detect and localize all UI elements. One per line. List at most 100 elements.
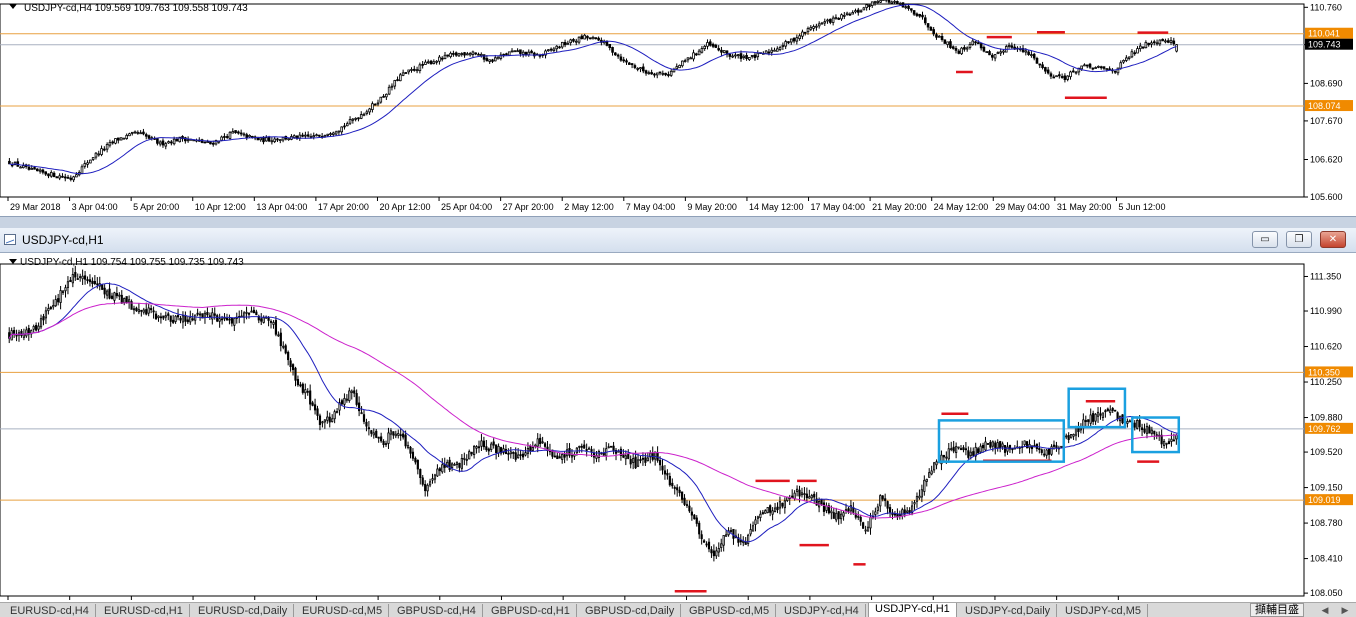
level-price-label: 110.350: [1308, 367, 1340, 377]
candle-body: [1154, 431, 1155, 434]
candle-body: [424, 484, 425, 490]
candle-body: [76, 175, 78, 177]
candle-body: [31, 168, 33, 169]
tab-gbpusd-cd-daily[interactable]: GBPUSD-cd,Daily: [579, 604, 681, 617]
tab-usdjpy-cd-m5[interactable]: USDJPY-cd,M5: [1059, 604, 1148, 617]
candle-body: [958, 51, 960, 53]
candle-body: [517, 51, 519, 52]
candle-body: [185, 316, 186, 322]
candle-body: [913, 11, 915, 15]
candle-body: [231, 318, 232, 323]
candle-body: [109, 289, 110, 298]
candle-body: [62, 176, 64, 177]
candle-body: [823, 503, 824, 512]
tab-eurusd-cd-daily[interactable]: EURUSD-cd,Daily: [192, 604, 294, 617]
candle-body: [444, 55, 446, 58]
candle-body: [358, 403, 359, 411]
candle-body: [256, 312, 257, 315]
candle-body: [799, 490, 800, 496]
candle-body: [1095, 414, 1096, 421]
candle-body: [1098, 66, 1100, 67]
candle-body: [65, 288, 66, 291]
time-tick-label: 29 Mar 2018: [10, 202, 61, 212]
close-button[interactable]: ✕: [1320, 231, 1346, 248]
candle-body: [576, 448, 577, 453]
candle-body: [784, 501, 785, 508]
candle-body: [1075, 72, 1077, 73]
chart-window-icon: [4, 234, 16, 245]
candle-body: [454, 464, 455, 465]
price-tick-label: 105.600: [1310, 192, 1343, 202]
tab-gbpusd-cd-h1[interactable]: GBPUSD-cd,H1: [485, 604, 577, 617]
tab-gbpusd-cd-h4[interactable]: GBPUSD-cd,H4: [391, 604, 483, 617]
candle-body: [300, 385, 301, 386]
candle-body: [704, 46, 706, 48]
candle-body: [975, 42, 977, 43]
candle-body: [637, 460, 638, 466]
candle-body: [887, 502, 888, 509]
candle-body: [385, 94, 387, 97]
candle-body: [1142, 47, 1144, 48]
candle-body: [42, 170, 44, 172]
candle-body: [645, 71, 647, 73]
candle-body: [870, 517, 871, 528]
candle-body: [248, 313, 249, 314]
restore-button[interactable]: ❐: [1286, 231, 1312, 248]
candle-body: [723, 51, 725, 53]
tab-eurusd-cd-h1[interactable]: EURUSD-cd,H1: [98, 604, 190, 617]
candle-body: [768, 52, 770, 53]
candle-body: [690, 58, 692, 59]
candle-body: [525, 453, 526, 455]
candle-body: [906, 511, 907, 512]
tab-gbpusd-cd-m5[interactable]: GBPUSD-cd,M5: [683, 604, 776, 617]
time-tick-label: 10 Apr 12:00: [195, 202, 246, 212]
candle-body: [606, 41, 608, 45]
candle-body: [1173, 440, 1174, 441]
tabs-scroll-left-icon[interactable]: ◀: [1318, 603, 1332, 617]
candle-body: [493, 442, 494, 445]
tabs-scroll-right-icon[interactable]: ▶: [1338, 603, 1352, 617]
minimize-button[interactable]: ▭: [1252, 231, 1278, 248]
candle-body: [429, 482, 430, 485]
candle-body: [539, 438, 540, 443]
tab-usdjpy-cd-h4[interactable]: USDJPY-cd,H4: [778, 604, 866, 617]
tab-eurusd-cd-h4[interactable]: EURUSD-cd,H4: [4, 604, 96, 617]
candle-body: [1011, 46, 1013, 48]
candle-body: [456, 463, 457, 465]
candle-body: [774, 508, 775, 512]
h4-chart-window[interactable]: USDJPY-cd,H4 109.569 109.763 109.558 109…: [0, 0, 1356, 217]
h1-window-titlebar[interactable]: USDJPY-cd,H1 ▭ ❐ ✕: [0, 228, 1356, 253]
candle-body: [852, 12, 854, 14]
candle-body: [598, 38, 600, 40]
tab-usdjpy-cd-daily[interactable]: USDJPY-cd,Daily: [959, 604, 1057, 617]
candle-body: [1095, 67, 1097, 68]
h1-chart-canvas[interactable]: USDJPY-cd,H1 109.754 109.755 109.735 109…: [0, 252, 1356, 602]
candle-body: [637, 68, 639, 69]
candle-body: [40, 319, 41, 327]
h4-chart-canvas[interactable]: USDJPY-cd,H4 109.569 109.763 109.558 109…: [0, 0, 1356, 216]
tab-usdjpy-cd-h1[interactable]: USDJPY-cd,H1: [868, 602, 957, 617]
candle-body: [278, 335, 279, 336]
candle-body: [111, 296, 112, 298]
candle-body: [623, 455, 624, 457]
tab-eurusd-cd-m5[interactable]: EURUSD-cd,M5: [296, 604, 389, 617]
h1-header-dropdown-icon[interactable]: [9, 259, 17, 264]
candle-body: [1167, 41, 1169, 43]
price-tick-label: 108.780: [1310, 518, 1343, 528]
candle-body: [517, 455, 518, 458]
candle-body: [1170, 40, 1172, 42]
h4-header-dropdown-icon[interactable]: [9, 4, 17, 9]
h1-chart-window[interactable]: USDJPY-cd,H1 ▭ ❐ ✕ USDJPY-cd,H1 109.754 …: [0, 228, 1356, 602]
candle-body: [1012, 449, 1013, 450]
candle-body: [845, 510, 846, 511]
candle-body: [53, 173, 55, 176]
candle-body: [767, 507, 768, 512]
candle-body: [36, 169, 38, 171]
candle-body: [271, 141, 273, 142]
candle-body: [433, 62, 435, 64]
candle-body: [712, 44, 714, 46]
candle-body: [175, 316, 176, 321]
candle-body: [952, 47, 954, 49]
candle-body: [416, 70, 418, 71]
candle-body: [62, 291, 63, 292]
